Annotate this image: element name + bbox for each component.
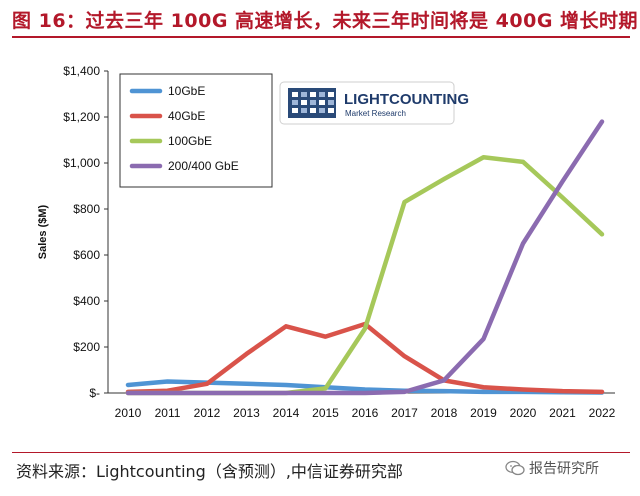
logo-dot — [328, 108, 334, 113]
logo-dot — [292, 108, 298, 113]
x-tick-label: 2010 — [115, 406, 142, 420]
x-tick-label: 2015 — [312, 406, 339, 420]
x-tick-label: 2017 — [391, 406, 418, 420]
logo-dot — [310, 108, 316, 113]
logo-dot — [310, 100, 316, 105]
y-tick-label: $600 — [73, 248, 100, 262]
title-rule — [12, 36, 630, 38]
legend-label: 200/400 GbE — [168, 159, 239, 173]
figure-title: 图 16：过去三年 100G 高速增长，未来三年时间将是 400G 增长时期 — [12, 10, 639, 32]
x-tick-label: 2018 — [431, 406, 458, 420]
legend-label: 40GbE — [168, 109, 205, 123]
y-axis-label: Sales ($M) — [37, 204, 49, 259]
logo-dot — [301, 92, 307, 97]
logo-dot — [328, 92, 334, 97]
logo-dot — [292, 92, 298, 97]
logo-dot — [328, 100, 334, 105]
x-tick-label: 2022 — [589, 406, 616, 420]
logo-dot — [319, 100, 325, 105]
logo-dot — [319, 108, 325, 113]
y-tick-label: $200 — [73, 340, 100, 354]
x-tick-label: 2013 — [233, 406, 260, 420]
logo-name: LIGHTCOUNTING — [344, 91, 469, 108]
logo-dot — [319, 92, 325, 97]
y-tick-label: $1,400 — [63, 64, 100, 78]
legend-label: 100GbE — [168, 134, 212, 148]
logo-dot — [310, 92, 316, 97]
wechat-icon — [505, 460, 525, 476]
x-tick-label: 2012 — [194, 406, 221, 420]
axes: $- $200 $400 $600 $800 $1,000 $1,200 $1,400 2010… — [37, 64, 616, 420]
logo-dot — [301, 100, 307, 105]
y-tick-label: $800 — [73, 202, 100, 216]
y-tick-label: $1,000 — [63, 156, 100, 170]
series-line-2 — [125, 155, 605, 396]
x-tick-label: 2016 — [352, 406, 379, 420]
y-tick-label: $- — [89, 386, 100, 400]
series-layer — [125, 119, 605, 396]
x-tick-label: 2021 — [549, 406, 576, 420]
x-tick-label: 2019 — [470, 406, 497, 420]
y-tick-label: $1,200 — [63, 110, 100, 124]
x-tick-label: 2020 — [510, 406, 537, 420]
logo-subtitle: Market Research — [345, 109, 406, 118]
y-tick-label: $400 — [73, 294, 100, 308]
series-line-3 — [125, 119, 605, 396]
source-note: 资料来源：Lightcounting（含预测）,中信证券研究部 — [16, 462, 403, 481]
legend: 10GbE 40GbE 100GbE 200/400 GbE — [119, 73, 273, 188]
logo-dot — [301, 108, 307, 113]
x-tick-label: 2011 — [155, 406, 181, 420]
source-rule — [12, 452, 630, 453]
x-tick-label: 2014 — [273, 406, 300, 420]
watermark-text: 报告研究所 — [529, 461, 599, 477]
watermark: 报告研究所 — [505, 458, 599, 478]
line-chart: $- $200 $400 $600 $800 $1,000 $1,200 $1,400 2010… — [37, 64, 616, 420]
legend-label: 10GbE — [168, 84, 205, 98]
logo-dot — [292, 100, 298, 105]
